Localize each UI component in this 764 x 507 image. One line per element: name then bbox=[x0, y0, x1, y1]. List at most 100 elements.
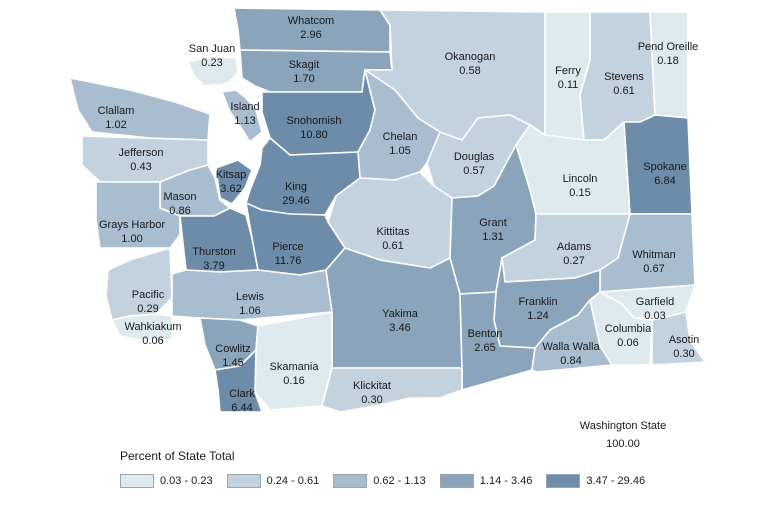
legend-swatch bbox=[439, 474, 474, 488]
county-name-walla-walla: Walla Walla bbox=[542, 341, 600, 353]
county-wahkiakum bbox=[111, 313, 173, 341]
county-name-asotin: Asotin bbox=[669, 334, 700, 346]
county-value-whatcom: 2.96 bbox=[300, 29, 321, 41]
county-name-kitsap: Kitsap bbox=[216, 169, 247, 181]
legend-swatch bbox=[546, 474, 581, 488]
county-value-pierce: 11.76 bbox=[275, 255, 302, 267]
county-name-clark: Clark bbox=[229, 388, 255, 400]
county-value-wahkiakum: 0.06 bbox=[142, 335, 163, 347]
county-name-snohomish: Snohomish bbox=[286, 115, 341, 127]
county-value-clallam: 1.02 bbox=[105, 119, 126, 131]
county-name-whitman: Whitman bbox=[632, 249, 675, 261]
county-name-ferry: Ferry bbox=[555, 65, 581, 77]
county-value-adams: 0.27 bbox=[563, 255, 584, 267]
county-name-douglas: Douglas bbox=[454, 151, 495, 163]
county-value-kitsap: 3.62 bbox=[220, 183, 241, 195]
legend-swatch bbox=[226, 474, 261, 488]
county-klickitat bbox=[321, 367, 463, 413]
county-value-lincoln: 0.15 bbox=[569, 187, 590, 199]
county-value-spokane: 6.84 bbox=[654, 175, 675, 187]
county-name-clallam: Clallam bbox=[98, 105, 135, 117]
county-value-pend-oreille: 0.18 bbox=[657, 55, 678, 67]
county-value-skamania: 0.16 bbox=[283, 375, 304, 387]
county-value-garfield: 0.03 bbox=[644, 310, 665, 322]
legend-label: 0.24 - 0.61 bbox=[266, 475, 320, 487]
state-total-value: 100.00 bbox=[606, 438, 640, 450]
county-value-benton: 2.65 bbox=[474, 342, 495, 354]
county-asotin bbox=[651, 311, 706, 366]
county-value-whitman: 0.67 bbox=[643, 263, 664, 275]
county-name-whatcom: Whatcom bbox=[288, 15, 334, 27]
county-name-skagit: Skagit bbox=[289, 59, 320, 71]
county-value-king: 29.46 bbox=[282, 195, 310, 207]
county-name-okanogan: Okanogan bbox=[445, 51, 496, 63]
county-walla-walla bbox=[531, 299, 613, 373]
county-name-columbia: Columbia bbox=[605, 323, 652, 335]
county-san-juan bbox=[187, 55, 239, 87]
legend-item: 0.24 - 0.61 bbox=[226, 474, 320, 488]
county-name-spokane: Spokane bbox=[643, 161, 686, 173]
county-name-cowlitz: Cowlitz bbox=[215, 343, 250, 355]
county-name-grant: Grant bbox=[479, 217, 507, 229]
county-value-pacific: 0.29 bbox=[137, 303, 158, 315]
legend-label: 1.14 - 3.46 bbox=[479, 475, 533, 487]
county-value-stevens: 0.61 bbox=[613, 85, 634, 97]
county-name-mason: Mason bbox=[163, 191, 196, 203]
county-value-ferry: 0.11 bbox=[558, 79, 579, 91]
legend-label: 0.62 - 1.13 bbox=[373, 475, 426, 487]
county-value-walla-walla: 0.84 bbox=[560, 355, 581, 367]
county-name-pacific: Pacific bbox=[132, 289, 165, 301]
legend-swatch bbox=[333, 474, 368, 488]
county-value-okanogan: 0.58 bbox=[459, 65, 480, 77]
county-name-benton: Benton bbox=[468, 328, 503, 340]
county-name-pend-oreille: Pend Oreille bbox=[638, 41, 699, 53]
county-name-thurston: Thurston bbox=[192, 246, 235, 258]
county-value-yakima: 3.46 bbox=[389, 322, 410, 334]
legend-label: 3.47 - 29.46 bbox=[586, 475, 646, 487]
county-name-adams: Adams bbox=[557, 241, 592, 253]
county-name-san-juan: San Juan bbox=[189, 43, 235, 55]
county-value-chelan: 1.05 bbox=[389, 145, 410, 157]
state-total: Washington State 100.00 bbox=[578, 417, 668, 453]
county-value-franklin: 1.24 bbox=[527, 310, 548, 322]
county-value-jefferson: 0.43 bbox=[130, 161, 151, 173]
county-value-mason: 0.86 bbox=[169, 205, 190, 217]
county-name-island: Island bbox=[230, 101, 259, 113]
county-name-stevens: Stevens bbox=[604, 71, 644, 83]
legend-item: 0.62 - 1.13 bbox=[333, 474, 426, 488]
county-name-skamania: Skamania bbox=[270, 361, 320, 373]
county-value-klickitat: 0.30 bbox=[361, 394, 382, 406]
county-kitsap bbox=[215, 159, 253, 205]
county-name-wahkiakum: Wahkiakum bbox=[124, 321, 181, 333]
county-value-douglas: 0.57 bbox=[463, 165, 484, 177]
county-name-franklin: Franklin bbox=[518, 296, 557, 308]
county-value-skagit: 1.70 bbox=[293, 73, 314, 85]
legend: 0.03 - 0.23 0.24 - 0.61 0.62 - 1.13 1.14 - … bbox=[120, 474, 659, 488]
legend-item: 1.14 - 3.46 bbox=[439, 474, 533, 488]
county-value-thurston: 3.79 bbox=[203, 260, 224, 272]
county-value-asotin: 0.30 bbox=[673, 348, 694, 360]
county-name-jefferson: Jefferson bbox=[118, 147, 163, 159]
county-name-pierce: Pierce bbox=[272, 241, 303, 253]
legend-title: Percent of State Total bbox=[120, 449, 235, 463]
county-name-grays-harbor: Grays Harbor bbox=[99, 219, 165, 231]
county-value-san-juan: 0.23 bbox=[201, 57, 222, 69]
county-clallam bbox=[69, 77, 211, 141]
county-value-clark: 6.44 bbox=[231, 402, 252, 414]
county-name-klickitat: Klickitat bbox=[353, 380, 391, 392]
county-name-king: King bbox=[285, 181, 307, 193]
legend-label: 0.03 - 0.23 bbox=[160, 475, 213, 487]
county-name-chelan: Chelan bbox=[383, 131, 418, 143]
county-name-lewis: Lewis bbox=[236, 291, 265, 303]
county-name-garfield: Garfield bbox=[636, 296, 675, 308]
county-clark bbox=[214, 349, 263, 413]
legend-swatch bbox=[120, 474, 154, 488]
county-value-cowlitz: 1.45 bbox=[222, 357, 243, 369]
county-name-yakima: Yakima bbox=[382, 308, 419, 320]
legend-item: 0.03 - 0.23 bbox=[120, 474, 213, 488]
county-value-lewis: 1.06 bbox=[239, 305, 260, 317]
county-island bbox=[221, 89, 263, 143]
county-value-snohomish: 10.80 bbox=[300, 129, 328, 141]
county-name-kittitas: Kittitas bbox=[376, 226, 410, 238]
